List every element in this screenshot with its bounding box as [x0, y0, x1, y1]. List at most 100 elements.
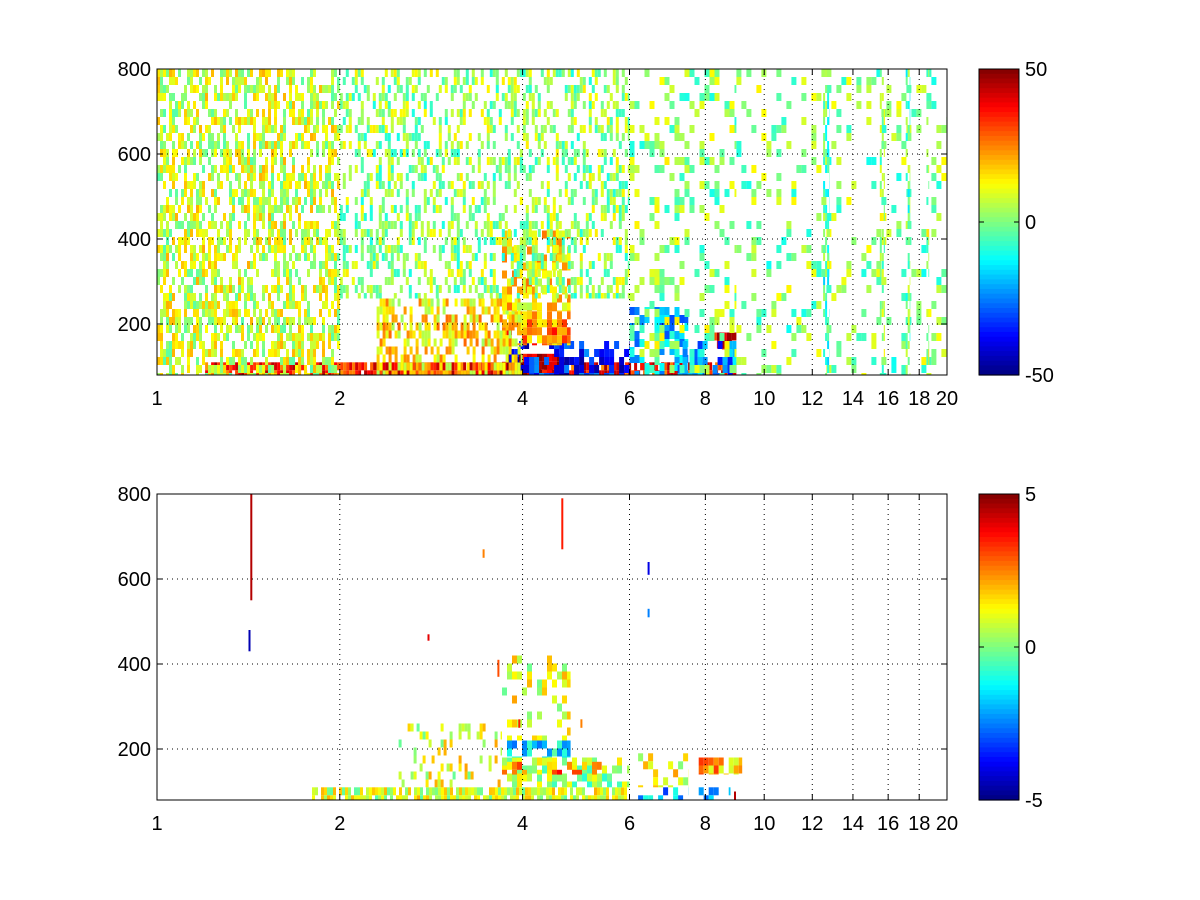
heat-cell-8: [502, 270, 507, 279]
heat-cell-9: [334, 205, 337, 213]
heat-cell-10: [351, 93, 355, 101]
heat-cell-9: [280, 165, 283, 173]
heat-cell-10: [360, 133, 364, 141]
heat-cell-9: [223, 141, 226, 149]
heat-cell-10: [603, 149, 607, 157]
heat-cell-11: [729, 365, 735, 373]
heat-cell-15: [907, 325, 910, 333]
heat-cell-6: [728, 757, 734, 766]
heat-cell-0: [462, 795, 465, 801]
heat-cell-8: [552, 286, 557, 295]
heat-cell-9: [190, 77, 193, 85]
colorbar-segment: [979, 603, 1019, 610]
heat-cell-9: [537, 711, 542, 720]
heat-cell-9: [322, 141, 325, 149]
heat-cell-9: [271, 173, 274, 181]
heat-cell-9: [187, 325, 190, 333]
heat-cell-9: [259, 133, 262, 141]
plot-frame: [156, 493, 948, 801]
heat-cell-12: [786, 285, 792, 293]
heat-cell-12: [791, 309, 797, 317]
heat-cell-15: [907, 125, 910, 133]
heat-cell-12: [811, 301, 817, 309]
heat-cell-3: [552, 748, 557, 757]
heat-cell-4: [433, 338, 437, 347]
heat-cell-15: [907, 253, 910, 261]
heat-cell-9: [223, 149, 226, 157]
heat-cell-9: [331, 93, 334, 101]
heat-cell-8: [464, 771, 468, 780]
heat-cell-12: [751, 253, 757, 261]
heat-cell-0: [606, 787, 609, 796]
colorbar-segment: [979, 236, 1019, 242]
heat-cell-11: [699, 293, 705, 301]
heat-cell-4: [391, 346, 395, 355]
heat-cell-9: [169, 109, 172, 117]
heat-cell-10: [435, 165, 439, 173]
heat-cell-10: [489, 117, 493, 125]
heat-cell-12: [906, 133, 912, 141]
heat-cell-2: [559, 357, 565, 365]
heat-cell-10: [423, 237, 427, 245]
heat-cell-11: [649, 149, 655, 157]
heat-cell-12: [836, 197, 842, 205]
heat-cell-9: [199, 277, 202, 285]
heat-cell-9: [298, 373, 301, 375]
heat-cell-10: [531, 237, 535, 245]
heat-cell-9: [316, 101, 319, 109]
heat-cell-10: [387, 261, 391, 269]
heat-cell-10: [522, 285, 526, 293]
heat-cell-9: [256, 237, 259, 245]
heat-cell-12: [941, 285, 947, 293]
heat-cell-10: [564, 229, 568, 237]
heat-cell-10: [369, 285, 373, 293]
heat-cell-10: [618, 181, 622, 189]
heat-cell-4: [436, 322, 440, 331]
heat-cell-11: [679, 277, 685, 285]
heat-cell-9: [304, 125, 307, 133]
heat-cell-9: [196, 221, 199, 229]
heat-cell-10: [396, 237, 400, 245]
heat-cell-10: [534, 237, 538, 245]
heat-cell-10: [528, 69, 532, 77]
heat-cell-0: [597, 795, 600, 801]
heat-cell-9: [208, 301, 211, 309]
heat-cell-9: [271, 341, 274, 349]
colorbar-segment: [979, 327, 1019, 333]
heat-cell-10: [426, 221, 430, 229]
heat-cell-10: [369, 229, 373, 237]
heat-cell-4: [424, 314, 428, 323]
heat-cell-12: [791, 197, 797, 205]
heat-cell-12: [766, 141, 772, 149]
heat-cell-11: [714, 181, 720, 189]
heat-cell-9: [169, 245, 172, 253]
heat-cell-9: [202, 237, 205, 245]
heat-cell-4: [511, 370, 515, 375]
heat-cell-5: [644, 363, 650, 371]
heat-cell-11: [734, 285, 737, 293]
heat-cell-2: [594, 373, 600, 375]
heat-cell-9: [205, 149, 208, 157]
heat-cell-11: [664, 93, 670, 101]
heat-cell-5: [674, 307, 680, 315]
heat-cell-10: [486, 141, 490, 149]
heat-cell-12: [896, 221, 902, 229]
heat-cell-9: [253, 373, 256, 375]
heat-cell-11: [724, 109, 730, 117]
heat-cell-12: [736, 357, 742, 365]
heat-cell-10: [615, 133, 619, 141]
heat-cell-9: [211, 349, 214, 357]
heat-cell-10: [438, 205, 442, 213]
heat-cell-8: [502, 302, 507, 311]
heat-cell-9: [268, 365, 271, 373]
colorbar-segment: [979, 107, 1019, 113]
heat-cell-2: [534, 357, 540, 365]
heat-cell-9: [232, 197, 235, 205]
heat-cell-0: [570, 787, 573, 796]
heat-cell-9: [313, 373, 316, 375]
heat-cell-10: [558, 141, 562, 149]
heat-cell-11: [689, 205, 695, 213]
heat-cell-0: [301, 362, 305, 371]
heat-cell-2: [609, 365, 615, 373]
